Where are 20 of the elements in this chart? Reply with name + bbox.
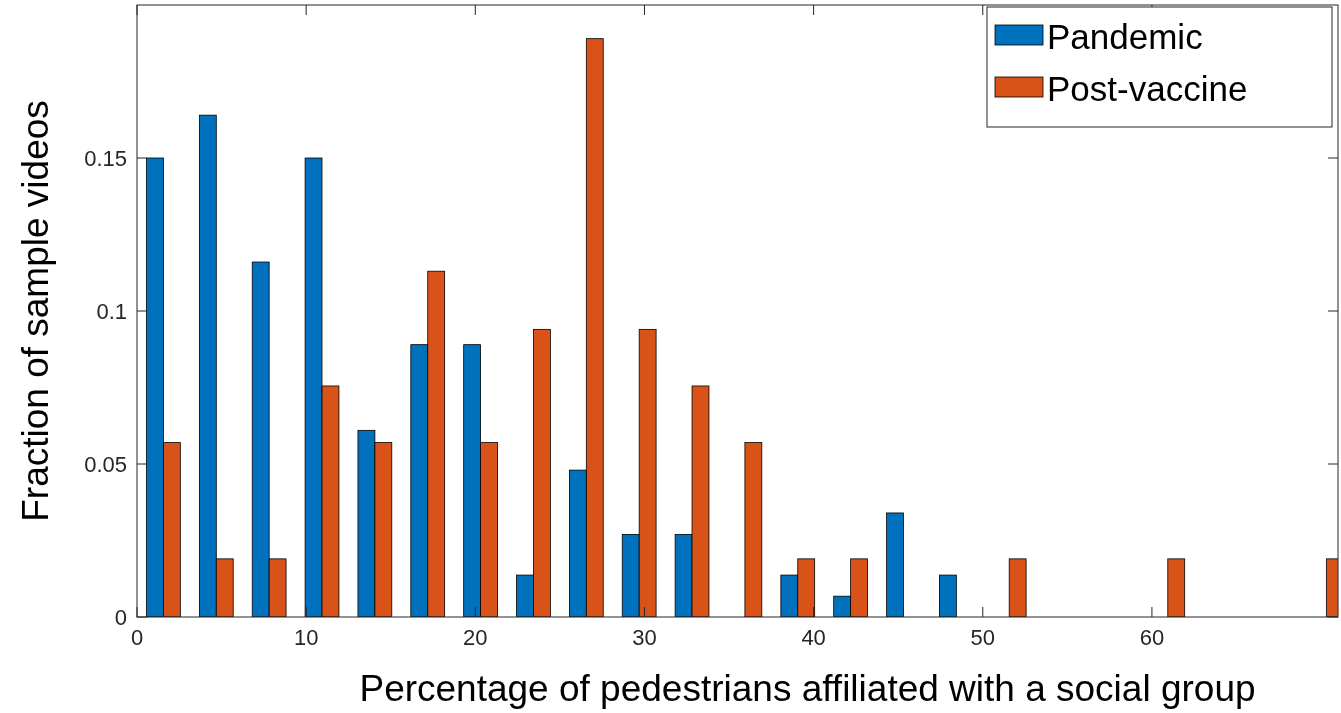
legend-label: Post-vaccine	[1047, 69, 1248, 108]
bar	[939, 574, 957, 617]
x-tick-label: 60	[1139, 625, 1165, 650]
x-axis-title: Percentage of pedestrians affiliated with a social group	[359, 668, 1256, 709]
bar	[886, 512, 904, 617]
x-tick-label: 0	[130, 625, 144, 650]
bar	[744, 442, 763, 617]
y-tick-label: 0.15	[84, 146, 127, 171]
y-tick-label: 0.1	[96, 299, 127, 324]
bar	[1167, 558, 1186, 617]
y-axis-title: Fraction of sample videos	[15, 100, 56, 522]
y-tick-label: 0.05	[84, 452, 127, 477]
x-tick-label: 10	[293, 625, 319, 650]
x-tick-label: 40	[801, 625, 826, 650]
x-tick-label: 20	[463, 625, 488, 650]
x-tick-label: 50	[970, 625, 996, 650]
y-tick-label: 0	[114, 605, 127, 630]
bar	[1008, 558, 1027, 617]
x-tick-label: 30	[632, 625, 657, 650]
legend-label: Pandemic	[1047, 17, 1203, 56]
